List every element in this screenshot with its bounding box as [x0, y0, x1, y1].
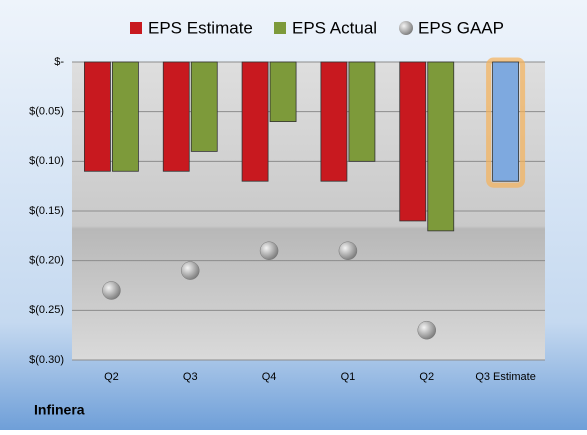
gaap-marker — [338, 241, 358, 260]
gaap-marker — [417, 320, 436, 340]
bar — [112, 61, 139, 172]
bar — [269, 61, 297, 122]
gaap-marker — [102, 281, 121, 300]
legend-label: EPS GAAP — [418, 18, 504, 37]
x-tick-label: Q3 — [183, 371, 198, 383]
bar — [320, 61, 348, 182]
legend-label: EPS Actual — [292, 18, 377, 37]
x-tick-label: Q4 — [262, 371, 277, 383]
bar — [241, 61, 269, 182]
x-tick-label: Q3 Estimate — [475, 371, 536, 383]
bar — [84, 61, 111, 172]
y-tick-label: $(0.25) — [29, 304, 64, 316]
y-tick-label: $(0.30) — [29, 354, 64, 366]
legend-label: EPS Estimate — [148, 18, 253, 37]
y-tick-label: $(0.10) — [29, 155, 64, 167]
bar — [162, 61, 190, 172]
y-tick-label: $(0.20) — [29, 255, 64, 267]
legend-swatch — [399, 21, 413, 35]
x-tick-label: Q2 — [419, 371, 434, 383]
bar — [399, 61, 427, 222]
bar — [348, 61, 376, 162]
legend-swatch — [130, 22, 142, 34]
footer: Infinera — [34, 402, 85, 418]
bar — [427, 61, 455, 232]
bar-glow — [486, 57, 526, 188]
y-tick-label: $(0.15) — [29, 205, 64, 217]
legend-swatch — [274, 22, 286, 34]
x-tick-label: Q2 — [104, 371, 119, 383]
x-tick-label: Q1 — [341, 371, 356, 383]
y-tick-label: $- — [54, 56, 64, 68]
gaap-marker — [181, 261, 200, 280]
bar — [492, 61, 519, 182]
bar — [190, 61, 218, 152]
y-tick-label: $(0.05) — [29, 106, 64, 118]
gaap-marker — [259, 241, 279, 260]
